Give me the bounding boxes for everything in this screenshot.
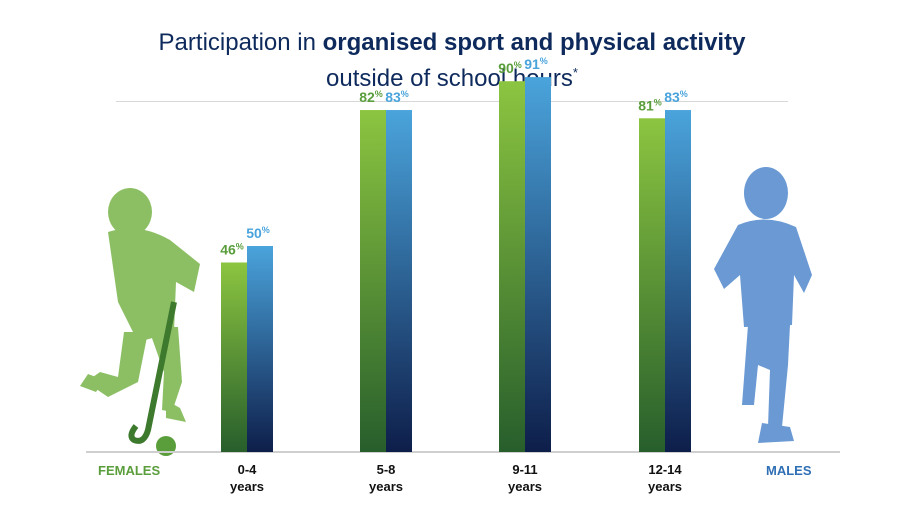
data-label-females-0-4: 46% bbox=[220, 241, 244, 257]
bars-layer bbox=[221, 77, 691, 452]
bar-males-9-11 bbox=[525, 77, 551, 452]
bar-males-0-4 bbox=[247, 246, 273, 452]
data-label-females-5-8: 82% bbox=[359, 89, 383, 105]
x-tick-label-12-14-line2: years bbox=[648, 479, 682, 494]
x-tick-label-5-8-line1: 5-8 bbox=[377, 462, 396, 477]
data-label-males-0-4: 50% bbox=[246, 225, 270, 241]
data-label-females-12-14: 81% bbox=[638, 97, 662, 113]
data-label-females-9-11: 90% bbox=[498, 60, 522, 76]
title-bold: organised sport and physical activity bbox=[322, 29, 746, 56]
data-label-males-9-11: 91% bbox=[524, 56, 548, 72]
x-tick-label-0-4-line2: years bbox=[230, 479, 264, 494]
footnote-marker: * bbox=[572, 65, 578, 80]
title-divider bbox=[116, 101, 788, 102]
bar-males-5-8 bbox=[386, 110, 412, 452]
legend-females: FEMALES bbox=[98, 463, 161, 478]
bar-females-12-14 bbox=[639, 118, 665, 452]
data-label-males-5-8: 83% bbox=[385, 89, 409, 105]
bar-females-9-11 bbox=[499, 81, 525, 452]
female-hockey-player-image bbox=[80, 188, 200, 456]
bar-males-12-14 bbox=[665, 110, 691, 452]
x-tick-label-12-14-line1: 12-14 bbox=[648, 462, 682, 477]
x-tick-label-0-4-line1: 0-4 bbox=[238, 462, 258, 477]
title-line-1: Participation in organised sport and phy… bbox=[0, 28, 904, 58]
x-tick-label-9-11-line2: years bbox=[508, 479, 542, 494]
bar-females-0-4 bbox=[221, 262, 247, 452]
x-tick-label-9-11-line1: 9-11 bbox=[512, 462, 537, 477]
male-running-boy-image bbox=[714, 167, 812, 443]
legend-males: MALES bbox=[766, 463, 812, 478]
title-regular: Participation in bbox=[158, 29, 323, 56]
data-label-males-12-14: 83% bbox=[664, 89, 688, 105]
bar-females-5-8 bbox=[360, 110, 386, 452]
x-tick-label-5-8-line2: years bbox=[369, 479, 403, 494]
